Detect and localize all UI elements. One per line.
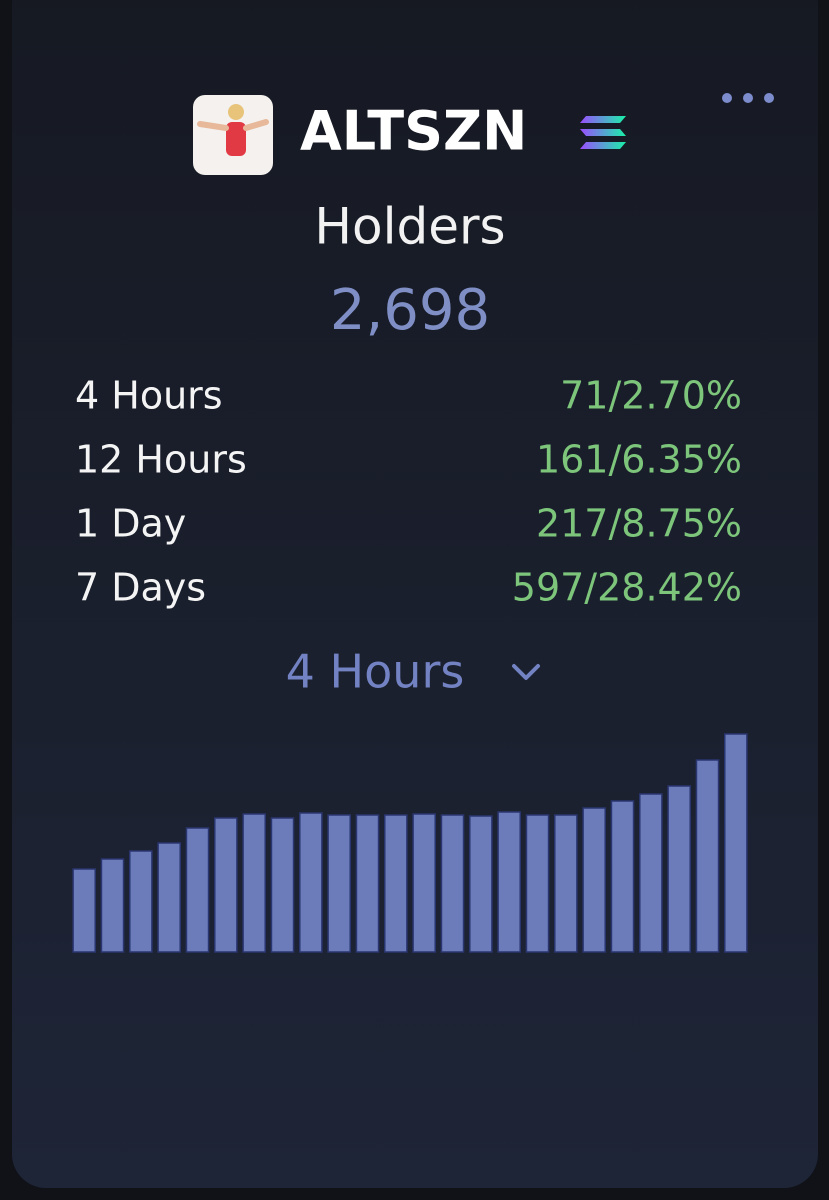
stat-label: 1 Day — [75, 502, 186, 546]
bar — [469, 815, 493, 953]
bar — [412, 813, 436, 953]
metric-title: Holders — [314, 198, 505, 256]
bar — [72, 868, 96, 953]
stat-label: 12 Hours — [75, 438, 247, 482]
bar — [582, 807, 606, 953]
bar — [299, 812, 323, 953]
stat-value: 217/8.75% — [536, 502, 742, 546]
stat-label: 7 Days — [75, 566, 206, 610]
bar — [185, 827, 210, 953]
bar — [157, 842, 181, 953]
chevron[interactable] — [512, 664, 540, 680]
bar — [242, 813, 266, 953]
bar — [384, 814, 408, 953]
bar — [270, 817, 295, 953]
stat-value: 597/28.42% — [512, 566, 742, 610]
bar — [667, 785, 691, 953]
chain-logo — [580, 116, 626, 149]
stat-label: 4 Hours — [75, 374, 223, 418]
stat-value: 161/6.35% — [536, 438, 742, 482]
bar — [554, 814, 578, 953]
bar — [695, 759, 720, 953]
bar — [724, 733, 748, 953]
bar — [355, 814, 380, 953]
bar — [100, 858, 125, 953]
bar — [497, 811, 521, 953]
bar — [129, 850, 153, 953]
period-selector[interactable]: 4 Hours — [286, 645, 540, 699]
bar — [327, 814, 351, 953]
more-menu[interactable] — [722, 93, 774, 103]
bar — [214, 817, 238, 953]
metric-total: 2,698 — [330, 278, 490, 343]
token-name: ALTSZN — [300, 100, 527, 163]
bar — [639, 793, 663, 953]
token-icon — [193, 95, 273, 175]
bar — [525, 814, 550, 953]
bar — [610, 800, 635, 953]
stat-value: 71/2.70% — [560, 374, 742, 418]
bar — [440, 814, 465, 953]
period-label[interactable]: 4 Hours — [286, 645, 465, 699]
